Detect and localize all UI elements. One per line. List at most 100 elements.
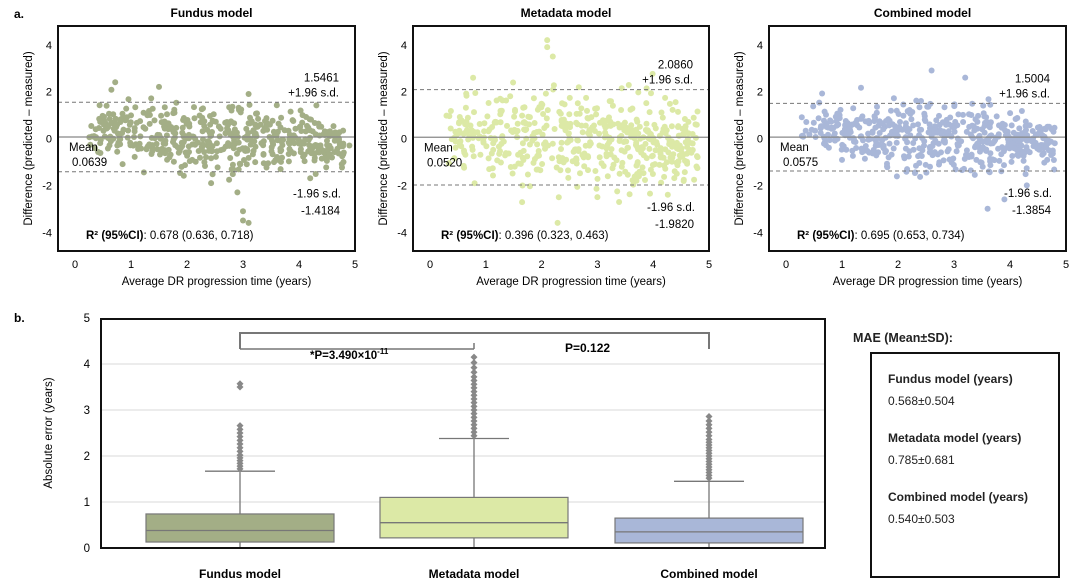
y-tick-label: -2 <box>397 180 407 192</box>
data-point <box>286 146 293 152</box>
data-point <box>565 174 572 181</box>
data-point <box>862 143 869 149</box>
data-point <box>446 113 453 120</box>
data-point <box>117 141 124 148</box>
data-point <box>634 118 641 125</box>
data-point <box>557 110 564 117</box>
data-point <box>963 147 970 154</box>
data-point <box>558 139 565 146</box>
upper-limit-label: +1.96 s.d. <box>288 87 339 99</box>
data-point <box>1046 123 1053 130</box>
lower-limit-label: -1.96 s.d. <box>293 189 341 201</box>
data-point <box>252 159 259 166</box>
data-point <box>558 122 565 129</box>
data-point <box>125 127 132 134</box>
data-point <box>306 116 313 123</box>
data-point <box>660 126 667 132</box>
data-point <box>161 125 168 132</box>
data-point <box>306 146 313 153</box>
data-point <box>628 122 635 129</box>
data-point <box>481 128 488 135</box>
data-point <box>971 171 978 178</box>
x-tick-label: 4 <box>296 259 302 271</box>
mean-value: 0.0575 <box>783 157 818 169</box>
data-point <box>158 112 165 119</box>
data-point <box>916 145 923 152</box>
data-point <box>332 129 339 136</box>
data-point <box>575 84 582 91</box>
data-point <box>166 154 173 161</box>
data-point <box>910 140 917 146</box>
data-point <box>214 148 220 155</box>
data-point <box>623 124 630 131</box>
outlier-point <box>470 353 478 361</box>
data-point <box>624 129 631 136</box>
data-point <box>102 123 109 130</box>
data-point <box>681 169 688 176</box>
data-point <box>1002 127 1009 134</box>
data-point <box>151 117 158 124</box>
data-point <box>543 122 550 129</box>
data-point <box>915 121 921 128</box>
y-tick-label: 0 <box>757 134 763 146</box>
data-point <box>297 146 304 153</box>
x-axis-label: Average DR progression time (years) <box>476 276 666 288</box>
data-point <box>675 124 681 130</box>
data-point <box>991 157 998 164</box>
outlier-point <box>470 391 478 399</box>
data-point <box>1026 122 1033 129</box>
data-point <box>246 101 253 108</box>
data-point <box>632 142 639 148</box>
plot-frame <box>100 318 826 549</box>
data-point <box>581 163 588 170</box>
data-point <box>626 191 633 198</box>
data-point <box>508 127 515 134</box>
data-point <box>567 120 574 127</box>
data-point <box>639 164 646 171</box>
data-point <box>649 70 656 77</box>
data-point <box>1051 124 1058 131</box>
data-point <box>269 117 276 124</box>
data-point <box>251 138 258 145</box>
data-point <box>927 163 933 170</box>
y-tick-label: 4 <box>84 359 91 371</box>
outlier-point <box>705 412 713 420</box>
data-point <box>526 114 533 121</box>
data-point <box>825 124 832 131</box>
data-point <box>694 108 701 115</box>
data-point <box>507 93 514 100</box>
data-point <box>477 151 484 158</box>
data-point <box>535 148 542 154</box>
data-point <box>1023 165 1030 172</box>
data-point <box>639 145 646 152</box>
data-point <box>893 107 900 114</box>
mae-metadata-label: Metadata model (years) <box>888 431 1022 445</box>
data-point <box>839 156 845 163</box>
data-point <box>296 124 303 131</box>
data-point <box>539 131 546 138</box>
data-point <box>869 129 876 136</box>
data-point <box>125 96 132 103</box>
data-point <box>470 153 477 160</box>
mae-metadata-value: 0.785±0.681 <box>888 453 955 467</box>
data-point <box>574 100 581 107</box>
outlier-point <box>470 424 478 432</box>
x-tick-label: 2 <box>184 259 190 271</box>
upper-limit-value: 1.5461 <box>304 72 339 84</box>
data-point <box>1018 108 1025 114</box>
data-point <box>900 112 907 119</box>
data-point <box>915 153 922 160</box>
pvalue-exponent: -11 <box>377 347 389 356</box>
data-point <box>662 165 669 172</box>
data-point <box>263 164 270 171</box>
data-point <box>995 145 1002 152</box>
data-point <box>530 95 537 102</box>
data-point <box>866 120 873 127</box>
data-point <box>225 140 232 147</box>
data-point <box>542 90 549 97</box>
x-tick-label: 5 <box>1063 259 1069 271</box>
data-point <box>544 107 551 114</box>
plot-frame <box>57 25 356 252</box>
data-point <box>470 74 477 81</box>
